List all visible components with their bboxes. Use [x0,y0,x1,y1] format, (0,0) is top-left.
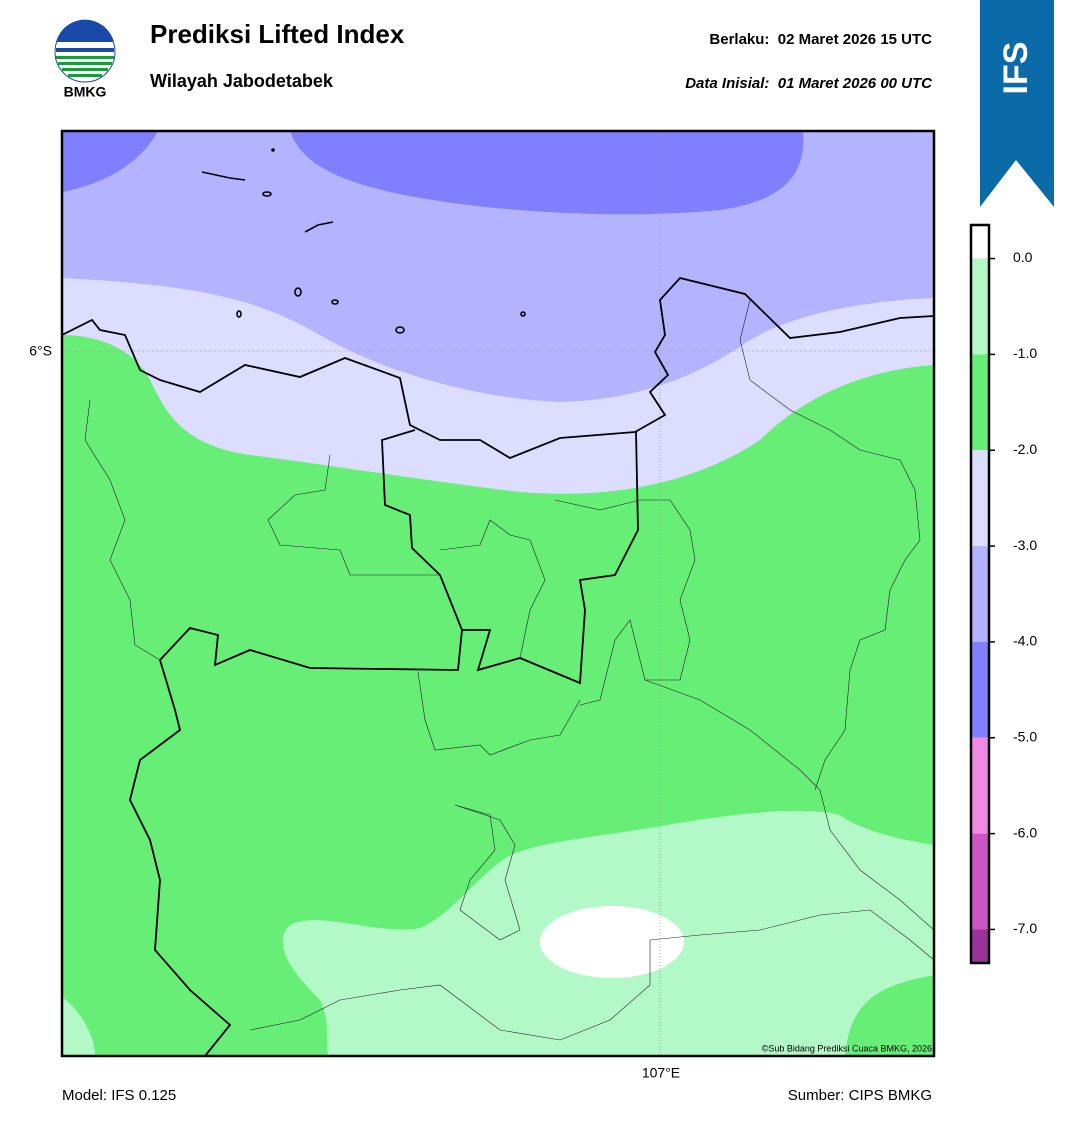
colorbar-frame [969,223,991,965]
init-time: Data Inisial: 01 Maret 2026 00 UTC [685,75,933,92]
colorbar-band [971,450,989,547]
colorbar-band [971,546,989,642]
logo: BMKG [54,19,116,100]
colorbar-band [971,354,989,451]
model-label: Model: IFS 0.125 [62,1087,176,1104]
colorbar-tick-label: -7.0 [1013,920,1037,936]
model-banner: IFS [980,0,1054,207]
map: ©Sub Bidang Prediksi Cuaca BMKG, 2026 [62,131,934,1056]
colorbar-tick-label: -2.0 [1013,441,1037,457]
logo-text: BMKG [64,84,107,100]
colorbar-band [971,225,989,259]
colorbar-band [971,641,989,738]
colorbar-tick-label: -1.0 [1013,345,1037,361]
map-frame [60,129,936,1058]
lon-label: 107°E [642,1065,680,1081]
colorbar-tick-label: -3.0 [1013,537,1037,553]
colorbar-tick-label: -6.0 [1013,824,1037,840]
colorbar: 0.0 -1.0 -2.0 -3.0 -4.0 -5.0 -6.0 -7.0 [969,223,1037,965]
banner-text: IFS [997,42,1035,95]
colorbar-band [971,737,989,834]
colorbar-band [971,833,989,930]
lat-label: 6°S [29,343,52,359]
source-label: Sumber: CIPS BMKG [788,1087,932,1104]
colorbar-band [971,929,989,963]
valid-time: Berlaku: 02 Maret 2026 15 UTC [709,31,932,48]
colorbar-tick-label: 0.0 [1013,249,1033,265]
subtitle: Wilayah Jabodetabek [150,71,334,91]
credit: ©Sub Bidang Prediksi Cuaca BMKG, 2026 [762,1043,932,1053]
colorbar-tick-label: -4.0 [1013,633,1037,649]
title: Prediksi Lifted Index [150,19,405,49]
colorbar-tick-label: -5.0 [1013,728,1037,744]
colorbar-band [971,258,989,355]
